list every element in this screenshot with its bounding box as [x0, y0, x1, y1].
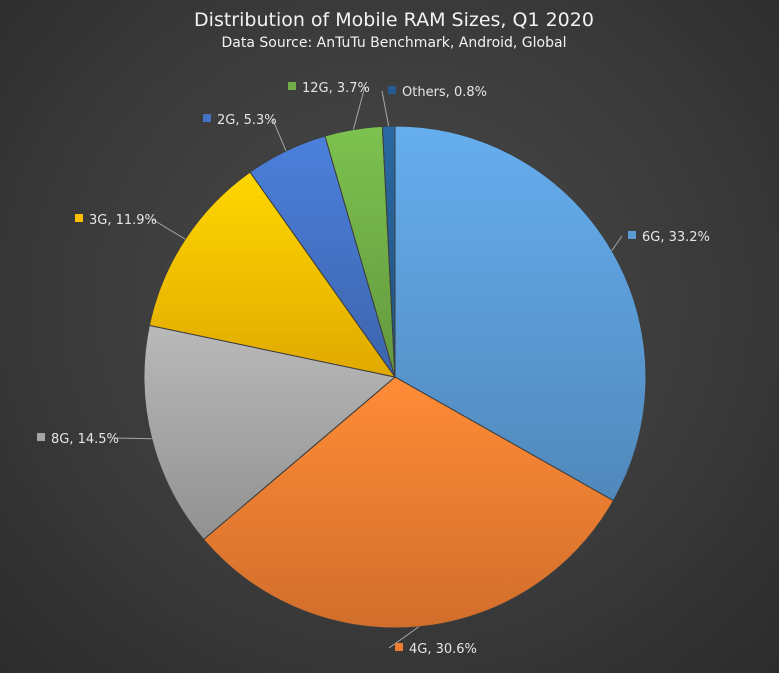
- data-label-2g: 2G, 5.3%: [217, 113, 277, 128]
- leader-line-6g: [611, 235, 623, 251]
- label-key-2g: [203, 114, 211, 122]
- pie-slices: [143, 125, 647, 629]
- leader-line-12g: [352, 86, 366, 130]
- chart-subtitle: Data Source: AnTuTu Benchmark, Android, …: [222, 35, 567, 51]
- label-key-6g: [628, 231, 636, 239]
- data-label-others: Others, 0.8%: [402, 85, 487, 100]
- leader-line-2g: [272, 118, 287, 152]
- data-label-12g: 12G, 3.7%: [302, 81, 370, 96]
- leader-line-4g: [388, 626, 419, 649]
- label-key-8g: [37, 433, 45, 441]
- leader-line-others: [381, 90, 390, 127]
- leader-line-3g: [151, 218, 186, 240]
- label-key-3g: [75, 214, 83, 222]
- data-label-8g: 8G, 14.5%: [51, 432, 119, 447]
- data-label-6g: 6G, 33.2%: [642, 230, 710, 245]
- chart-title: Distribution of Mobile RAM Sizes, Q1 202…: [194, 9, 594, 31]
- label-key-4g: [395, 643, 403, 651]
- pie-slice-4g: [202, 376, 615, 629]
- leader-line-8g: [113, 437, 152, 440]
- data-labels: 6G, 33.2% 4G, 30.6% 8G, 14.5% 3G, 11.9% 2G, …: [37, 81, 710, 657]
- label-key-12g: [288, 82, 296, 90]
- data-label-4g: 4G, 30.6%: [409, 642, 477, 657]
- pie-slice-3g: [148, 171, 397, 378]
- data-label-3g: 3G, 11.9%: [89, 213, 157, 228]
- label-key-others: [388, 86, 396, 94]
